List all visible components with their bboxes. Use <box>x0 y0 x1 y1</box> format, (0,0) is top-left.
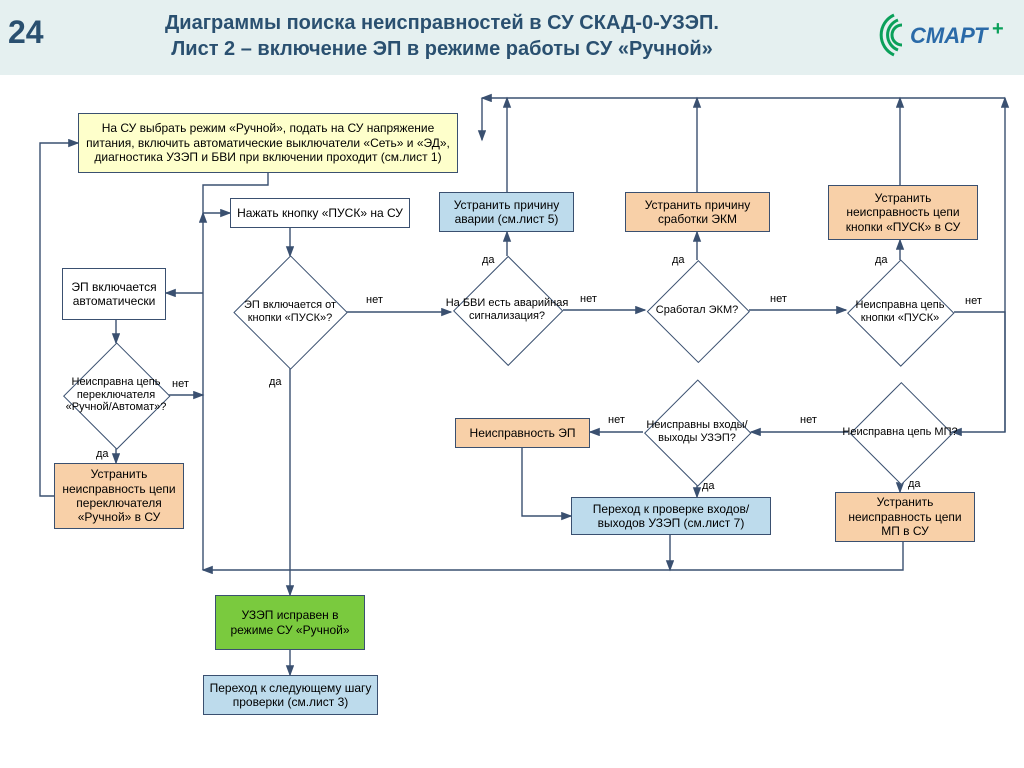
node-press: Нажать кнопку «ПУСК» на СУ <box>230 198 410 228</box>
node-auto_on: ЭП включается автоматически <box>62 268 166 320</box>
edge-label: нет <box>965 295 982 307</box>
edge-label: да <box>875 254 888 266</box>
edge-label: да <box>482 254 495 266</box>
node-ok: УЗЭП исправен в режиме СУ «Ручной» <box>215 595 365 650</box>
edge-label: нет <box>172 378 189 390</box>
header-bar: 24 Диаграммы поиска неисправностей в СУ … <box>0 0 1024 75</box>
edge-label: да <box>908 478 921 490</box>
edge-label: нет <box>800 414 817 426</box>
decision-d_io <box>645 380 752 487</box>
edge-label: нет <box>366 294 383 306</box>
page-title: Диаграммы поиска неисправностей в СУ СКА… <box>72 10 812 62</box>
node-goto_io: Переход к проверке входов/выходов УЗЭП (… <box>571 497 771 535</box>
edge-label: да <box>672 254 685 266</box>
node-next: Переход к следующему шагу проверки (см.л… <box>203 675 378 715</box>
decision-d_chain <box>848 260 955 367</box>
node-fix_pusk_chain: Устранить неисправность цепи кнопки «ПУС… <box>828 185 978 240</box>
node-start: На СУ выбрать режим «Ручной», подать на … <box>78 113 458 173</box>
decision-d_mp <box>850 382 953 485</box>
node-fix_mp: Устранить неисправность цепи МП в СУ <box>835 492 975 542</box>
edge-label: да <box>269 376 282 388</box>
title-line-2: Лист 2 – включение ЭП в режиме работы СУ… <box>171 38 713 60</box>
edge-label: нет <box>580 293 597 305</box>
edge-label: нет <box>770 293 787 305</box>
node-malf_ep: Неисправность ЭП <box>455 418 590 448</box>
edge-label: да <box>96 448 109 460</box>
decision-d_switch <box>64 343 171 450</box>
edge-label: нет <box>608 414 625 426</box>
title-line-1: Диаграммы поиска неисправностей в СУ СКА… <box>165 12 719 34</box>
decision-d_pusk <box>234 256 349 371</box>
node-fix_switch: Устранить неисправность цепи переключате… <box>54 463 184 529</box>
page-number: 24 <box>8 14 44 51</box>
node-fix_ekm: Устранить причину сработки ЭКМ <box>625 192 770 232</box>
svg-text:+: + <box>992 18 1004 40</box>
smart-logo: СМАРТ + <box>864 5 1014 65</box>
decision-d_bvi <box>453 256 564 367</box>
svg-text:СМАРТ: СМАРТ <box>910 23 989 48</box>
decision-d_ekm <box>647 260 750 363</box>
node-fix_accident: Устранить причину аварии (см.лист 5) <box>439 192 574 232</box>
edge-label: да <box>702 480 715 492</box>
